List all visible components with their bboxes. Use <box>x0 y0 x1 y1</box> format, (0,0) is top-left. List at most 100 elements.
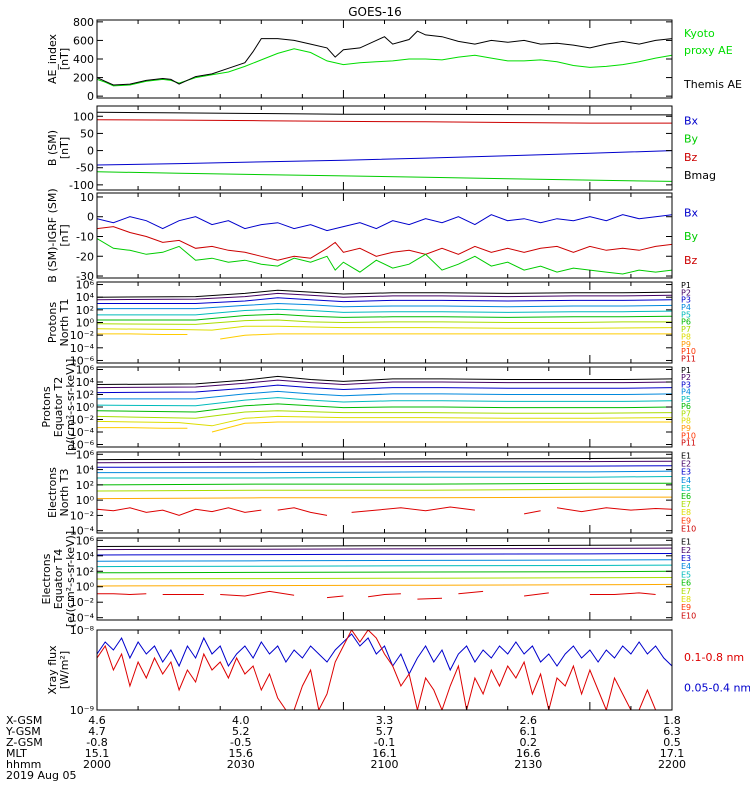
y-tick-label: 10⁻² <box>70 329 94 342</box>
series-line-p1 <box>97 289 672 298</box>
series-line-e8 <box>97 496 672 500</box>
legend-label: P11 <box>681 439 696 448</box>
legend-label: proxy AE <box>684 44 733 57</box>
series-line-bx <box>97 214 672 232</box>
legend-label: By <box>684 230 699 243</box>
panel-e_equator: 10⁶ 10⁴ 10² 10⁰ 10⁻² 10⁻⁴ Electrons Equator T4[… <box>40 531 696 627</box>
legend-label: P7 <box>681 325 691 334</box>
series-line-e5 <box>97 564 672 568</box>
footer-row-label: Z-GSM <box>6 736 43 749</box>
series-line-e9 <box>556 507 672 513</box>
y-axis-label: Protons <box>46 302 59 343</box>
series-line-e9 <box>326 595 344 599</box>
y-tick-label: 10⁴ <box>76 464 95 477</box>
footer-row-value: 6.3 <box>663 725 681 738</box>
y-tick-label: 10⁻² <box>70 509 94 522</box>
y-axis-label: Xray flux <box>46 645 59 695</box>
series-line-e9 <box>351 506 475 513</box>
legend-label: E4 <box>681 562 691 571</box>
y-tick-label: 10⁻⁶ <box>70 354 95 367</box>
series-line-p5 <box>97 308 672 316</box>
y-axis-label: [W/m²] <box>58 651 71 689</box>
legend-label: P1 <box>681 281 691 290</box>
series-line-e9 <box>220 590 295 597</box>
legend-label: E1 <box>681 538 691 547</box>
y-tick-label: 100 <box>73 110 94 123</box>
series-line-e9 <box>524 592 549 597</box>
series-line-p1 <box>97 375 672 385</box>
y-tick-label: 800 <box>73 16 94 29</box>
footer-row-value: 0.5 <box>663 736 681 749</box>
series-line-p8 <box>97 415 672 427</box>
series-line-e2 <box>97 547 672 551</box>
y-tick-label: 10⁰ <box>76 401 95 414</box>
y-tick-label: 10⁴ <box>76 550 95 563</box>
series-line-e7 <box>97 488 672 492</box>
legend-label: By <box>684 133 699 146</box>
series-line-bmag <box>97 111 672 116</box>
footer-row-value: 2130 <box>514 758 542 771</box>
orbit-footer: X-GSM 4.6 4.0 3.3 2.6 1.8 Y-GSM 4.7 5.2 5.7 6.1 6.3… <box>5 714 686 782</box>
legend-label: Kyoto <box>684 27 715 40</box>
series-line-by <box>97 171 672 182</box>
y-tick-label: 400 <box>73 53 94 66</box>
footer-row-value: 3.3 <box>376 714 394 727</box>
legend-label: E6 <box>681 579 691 588</box>
legend-label: P6 <box>681 318 691 327</box>
footer-row-value: 15.6 <box>229 747 254 760</box>
legend-label: E2 <box>681 460 691 469</box>
y-tick-label: -50 <box>76 162 94 175</box>
panel-series-group <box>97 457 672 516</box>
y-tick-label: 10⁶ <box>76 534 95 547</box>
footer-row-value: -0.1 <box>374 736 395 749</box>
legend-label: E9 <box>681 516 691 525</box>
series-line-e9 <box>589 592 656 595</box>
series-line-p7 <box>97 410 672 419</box>
series-line-p6 <box>97 313 672 321</box>
y-axis-label: [nT] <box>58 224 71 246</box>
footer-row-value: 1.8 <box>663 714 681 727</box>
y-axis-label: AE_index <box>46 33 59 84</box>
footer-row-label: MLT <box>6 747 27 760</box>
legend-label: P6 <box>681 402 691 411</box>
series-line-p7 <box>97 319 672 325</box>
footer-row-value: 2200 <box>658 758 686 771</box>
y-axis-label: [e/(cm²-s-sr-keV)] <box>64 531 77 627</box>
series-line-p2 <box>97 379 672 389</box>
footer-row-value: 0.2 <box>520 736 538 749</box>
footer-row-value: -0.8 <box>86 736 107 749</box>
legend-label: E7 <box>681 587 691 596</box>
series-line-e8 <box>97 583 672 587</box>
series-line-e1 <box>97 544 672 547</box>
legend-label: Themis AE <box>683 78 742 91</box>
footer-row-value: -0.5 <box>230 736 251 749</box>
footer-row-value: 16.1 <box>372 747 397 760</box>
series-line-p6 <box>97 403 672 413</box>
footer-row-value: 2000 <box>83 758 111 771</box>
legend-label: P2 <box>681 373 691 382</box>
legend-label: P8 <box>681 332 691 341</box>
y-axis-label: [nT] <box>58 48 71 70</box>
y-tick-label: 0 <box>87 90 94 103</box>
series-line-e5 <box>97 476 672 479</box>
footer-row-value: 4.0 <box>232 714 250 727</box>
footer-row-label: X-GSM <box>6 714 42 727</box>
y-tick-label: 200 <box>73 72 94 85</box>
y-tick-label: 10⁻⁴ <box>70 525 95 538</box>
legend-label: E10 <box>681 611 696 620</box>
y-tick-label: 600 <box>73 34 94 47</box>
series-line-e2 <box>97 460 672 464</box>
y-axis-label: Electrons <box>40 553 53 604</box>
footer-row-value: 2100 <box>371 758 399 771</box>
series-line-0-05-0-4-nm <box>97 633 672 676</box>
y-axis-label: B (SM)-IGRF (SM) <box>46 188 59 282</box>
footer-row-value: 16.6 <box>516 747 541 760</box>
series-line-by <box>97 238 672 275</box>
series-line-p9 <box>211 421 672 433</box>
plot-title: GOES-16 <box>348 5 402 19</box>
series-line-0-1-0-8-nm <box>97 630 672 710</box>
y-axis-label: North T3 <box>58 469 71 517</box>
y-axis-label: [nT] <box>58 137 71 159</box>
